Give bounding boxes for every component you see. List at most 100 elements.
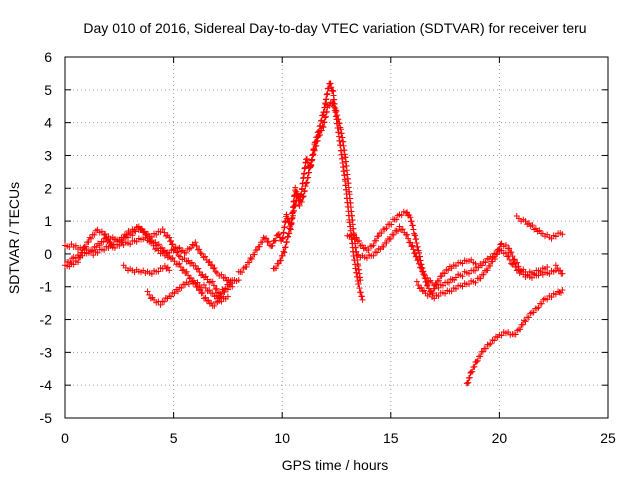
data-point [292, 184, 299, 191]
data-point [459, 260, 466, 267]
data-point [555, 268, 562, 275]
data-point [472, 267, 479, 274]
data-point [474, 357, 481, 364]
y-tick-label: 0 [44, 246, 52, 262]
data-point [480, 271, 487, 278]
data-point [79, 252, 86, 259]
data-point [196, 246, 203, 253]
data-point [159, 226, 166, 233]
data-point [555, 288, 562, 295]
y-tick-label: -1 [40, 279, 53, 295]
data-point [459, 273, 466, 280]
series-track-k [513, 213, 566, 242]
data-point [213, 285, 220, 292]
data-point [195, 265, 202, 272]
data-point [186, 275, 193, 282]
data-point [298, 199, 305, 205]
data-point [311, 147, 318, 154]
data-point [248, 255, 255, 262]
data-point [239, 269, 246, 276]
data-point [218, 298, 225, 305]
data-point [251, 251, 258, 258]
data-point [548, 294, 555, 301]
data-point [383, 225, 390, 232]
data-point [441, 270, 448, 277]
data-point [310, 151, 317, 158]
data-point [418, 284, 425, 291]
data-point [211, 302, 218, 309]
data-point [280, 248, 287, 255]
data-point [356, 285, 363, 292]
data-point [373, 249, 380, 256]
data-point [479, 262, 486, 269]
data-point [491, 337, 498, 344]
data-point [445, 267, 452, 274]
data-point [199, 271, 206, 278]
data-point [159, 244, 166, 251]
data-point [446, 279, 453, 286]
data-point [203, 298, 210, 305]
data-point [557, 267, 564, 274]
data-point [404, 231, 411, 238]
data-point [235, 277, 242, 284]
data-point [247, 254, 254, 261]
data-point [72, 242, 79, 249]
tick-label-layer: 0 5 10 15 20 25 -5 -4 -3 -2 -1 0 1 2 3 4 5 6 [40, 49, 616, 446]
data-point [521, 317, 528, 324]
data-point [431, 295, 438, 302]
data-point [202, 285, 209, 292]
data-point [409, 222, 416, 229]
series-track-m [552, 262, 566, 277]
data-point [465, 281, 472, 288]
data-point [193, 284, 200, 291]
data-point [548, 235, 555, 242]
data-point [452, 274, 459, 281]
data-point [353, 234, 360, 241]
data-point [487, 262, 494, 269]
data-point [272, 237, 279, 244]
data-point [284, 234, 291, 241]
y-tick-label: 2 [44, 180, 52, 196]
data-point [89, 247, 96, 254]
data-point [409, 242, 416, 249]
data-point [133, 238, 140, 245]
data-point [116, 242, 123, 249]
data-point [304, 159, 311, 166]
data-point [166, 252, 173, 259]
data-point [98, 228, 105, 235]
data-point [472, 279, 479, 286]
data-point [544, 264, 551, 271]
data-point [316, 131, 323, 138]
data-point [477, 275, 484, 282]
data-point [373, 237, 380, 244]
data-point [479, 348, 486, 355]
data-point [181, 255, 188, 262]
data-point [332, 107, 339, 114]
data-point [176, 260, 183, 267]
data-point [174, 249, 181, 256]
data-point [522, 218, 529, 225]
data-point [224, 286, 231, 293]
data-point [355, 280, 362, 287]
data-point [120, 234, 127, 241]
data-point [198, 250, 205, 257]
y-tick-label: 6 [44, 49, 52, 65]
data-point [407, 214, 414, 221]
data-point [246, 259, 253, 266]
data-point [283, 211, 290, 218]
data-point [370, 242, 377, 249]
data-point [416, 285, 423, 292]
data-point [313, 142, 320, 149]
data-point [183, 268, 190, 275]
data-point [482, 259, 489, 266]
data-point [83, 250, 90, 257]
data-point [303, 155, 310, 162]
data-point [210, 265, 217, 272]
data-point [390, 231, 397, 238]
data-point [559, 270, 566, 277]
data-point [383, 240, 390, 247]
data-point [91, 231, 98, 238]
data-point [515, 263, 522, 270]
data-point [153, 231, 160, 238]
